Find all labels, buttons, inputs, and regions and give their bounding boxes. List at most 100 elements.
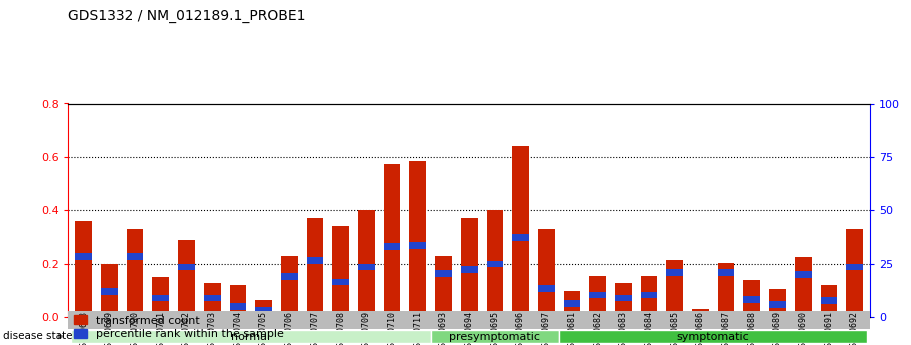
Bar — [179, 240, 195, 317]
Bar — [846, 229, 863, 317]
Bar — [794, 257, 812, 317]
Bar — [230, 285, 246, 317]
Bar — [537, 285, 555, 292]
Bar — [692, 311, 709, 317]
Text: GSM30692: GSM30692 — [850, 312, 859, 345]
Bar — [230, 303, 246, 310]
Bar — [615, 283, 631, 317]
Bar — [769, 301, 786, 308]
Text: GSM30688: GSM30688 — [747, 312, 756, 345]
Bar — [409, 243, 426, 249]
Bar — [486, 210, 503, 317]
Text: GSM30704: GSM30704 — [233, 312, 242, 345]
Text: GSM30691: GSM30691 — [824, 312, 834, 345]
Bar — [152, 277, 169, 317]
Text: GSM30705: GSM30705 — [259, 312, 268, 345]
Bar — [718, 269, 734, 276]
Bar — [435, 270, 452, 277]
Bar — [486, 260, 503, 267]
Text: GSM30689: GSM30689 — [773, 312, 782, 345]
Text: GSM30696: GSM30696 — [516, 312, 525, 345]
Bar — [769, 289, 786, 317]
Text: GSM30710: GSM30710 — [387, 312, 396, 345]
Text: GDS1332 / NM_012189.1_PROBE1: GDS1332 / NM_012189.1_PROBE1 — [68, 9, 306, 23]
Text: GSM30684: GSM30684 — [644, 312, 653, 345]
Bar — [666, 269, 683, 276]
Text: GSM30686: GSM30686 — [696, 312, 705, 345]
Bar — [384, 244, 401, 250]
Text: GSM30702: GSM30702 — [182, 312, 191, 345]
Bar — [152, 295, 169, 302]
Bar — [821, 285, 837, 317]
Bar — [333, 279, 349, 285]
Bar — [640, 276, 658, 317]
Bar — [589, 292, 606, 298]
Bar — [564, 300, 580, 307]
Bar — [255, 300, 272, 317]
Legend: transformed count, percentile rank within the sample: transformed count, percentile rank withi… — [74, 315, 284, 339]
Text: normal: normal — [231, 332, 271, 342]
Bar — [127, 229, 144, 317]
Text: GSM30698: GSM30698 — [79, 312, 88, 345]
Bar — [564, 290, 580, 317]
Text: GSM30708: GSM30708 — [336, 312, 345, 345]
Text: GSM30681: GSM30681 — [568, 312, 577, 345]
Text: GSM30695: GSM30695 — [490, 312, 499, 345]
FancyBboxPatch shape — [71, 330, 431, 343]
Bar — [615, 295, 631, 302]
FancyBboxPatch shape — [431, 330, 559, 343]
Bar — [76, 253, 92, 260]
Bar — [204, 283, 220, 317]
Bar — [358, 264, 374, 270]
Text: disease state: disease state — [3, 332, 72, 341]
Bar — [358, 210, 374, 317]
Text: GSM30685: GSM30685 — [670, 312, 680, 345]
Text: GSM30694: GSM30694 — [465, 312, 474, 345]
Bar — [537, 229, 555, 317]
Text: GSM30690: GSM30690 — [799, 312, 808, 345]
Text: GSM30693: GSM30693 — [439, 312, 448, 345]
Bar — [794, 271, 812, 278]
Text: GSM30699: GSM30699 — [105, 312, 114, 345]
Bar — [101, 288, 118, 295]
Bar — [204, 295, 220, 302]
Text: GSM30707: GSM30707 — [311, 312, 320, 345]
Bar — [461, 218, 477, 317]
Bar — [666, 260, 683, 317]
Bar — [281, 256, 298, 317]
Text: GSM30687: GSM30687 — [722, 312, 731, 345]
Bar — [333, 226, 349, 317]
Bar — [76, 221, 92, 317]
Text: GSM30700: GSM30700 — [130, 312, 139, 345]
Bar — [281, 274, 298, 280]
Bar — [692, 309, 709, 317]
Text: GSM30701: GSM30701 — [157, 312, 165, 345]
Bar — [589, 276, 606, 317]
Bar — [127, 253, 144, 260]
Bar — [512, 234, 529, 240]
Text: GSM30709: GSM30709 — [362, 312, 371, 345]
Text: GSM30683: GSM30683 — [619, 312, 628, 345]
Bar — [718, 263, 734, 317]
Bar — [846, 264, 863, 270]
Text: GSM30697: GSM30697 — [542, 312, 551, 345]
Bar — [743, 280, 760, 317]
Bar — [512, 146, 529, 317]
FancyBboxPatch shape — [559, 330, 867, 343]
Bar — [101, 264, 118, 317]
Text: GSM30703: GSM30703 — [208, 312, 217, 345]
Text: GSM30682: GSM30682 — [593, 312, 602, 345]
Bar — [821, 297, 837, 304]
Text: GSM30711: GSM30711 — [414, 312, 423, 345]
Bar — [307, 257, 323, 264]
Bar — [435, 256, 452, 317]
Bar — [255, 307, 272, 313]
Bar — [179, 264, 195, 270]
Bar — [743, 296, 760, 303]
Bar — [461, 266, 477, 273]
Bar — [409, 161, 426, 317]
Bar — [307, 218, 323, 317]
Bar — [640, 292, 658, 298]
Text: presymptomatic: presymptomatic — [449, 332, 540, 342]
Bar — [384, 164, 401, 317]
